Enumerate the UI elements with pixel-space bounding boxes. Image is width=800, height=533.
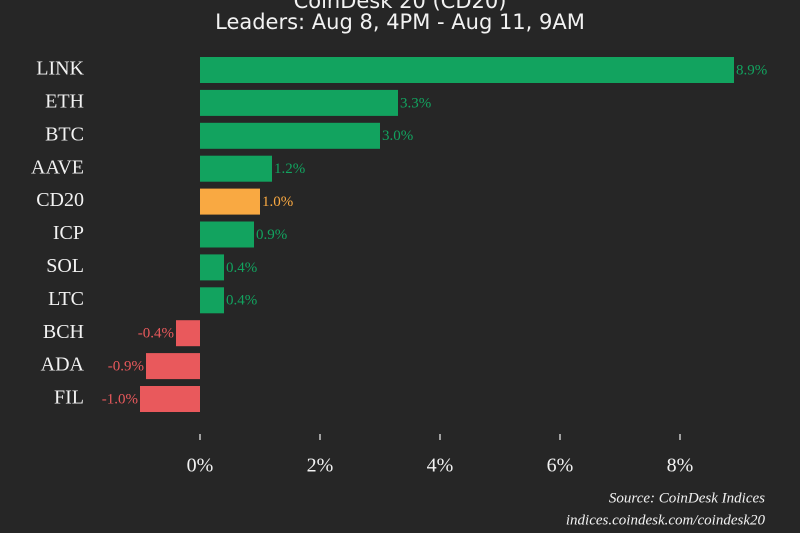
y-tick-label: ETH xyxy=(45,90,84,112)
y-tick-label: CD20 xyxy=(36,189,84,211)
y-tick-label: ICP xyxy=(53,222,84,244)
bar xyxy=(146,353,200,380)
x-tick-label: 8% xyxy=(667,455,694,477)
value-label: 3.3% xyxy=(400,95,431,111)
value-label: 0.4% xyxy=(226,293,257,309)
value-label: 3.0% xyxy=(382,128,413,144)
y-tick-label: SOL xyxy=(46,255,84,277)
x-tick-label: 6% xyxy=(547,455,574,477)
bar xyxy=(200,155,272,182)
y-tick-label: BCH xyxy=(43,321,84,343)
bar xyxy=(200,57,734,83)
bar xyxy=(200,89,398,116)
x-tick-label: 0% xyxy=(187,455,214,477)
bar xyxy=(200,221,254,248)
bar xyxy=(200,122,380,149)
bar xyxy=(200,188,260,215)
value-label: -1.0% xyxy=(102,391,138,407)
y-tick-label: BTC xyxy=(45,123,84,145)
chart-subtitle: Leaders: Aug 8, 4PM - Aug 11, 9AM xyxy=(215,10,585,34)
value-label: 1.0% xyxy=(262,194,293,210)
source-url: indices.coindesk.com/coindesk20 xyxy=(566,512,766,528)
y-tick-label: ADA xyxy=(41,354,85,376)
value-label: 0.9% xyxy=(256,227,287,243)
bar xyxy=(200,254,224,281)
x-tick-label: 2% xyxy=(307,455,334,477)
value-label: 8.9% xyxy=(736,62,767,78)
y-tick-label: LTC xyxy=(48,288,84,310)
y-tick-label: LINK xyxy=(36,58,84,80)
source: Source: CoinDesk Indices xyxy=(609,490,765,506)
x-tick-label: 4% xyxy=(427,455,454,477)
bar xyxy=(176,320,200,347)
value-label: 1.2% xyxy=(274,161,305,177)
chart-title: CoinDesk 20 (CD20) xyxy=(294,0,507,13)
bar xyxy=(140,386,200,412)
y-tick-label: FIL xyxy=(54,387,84,409)
bar xyxy=(200,287,224,314)
value-label: -0.4% xyxy=(138,326,174,342)
y-tick-label: AAVE xyxy=(31,156,84,178)
value-label: 0.4% xyxy=(226,260,257,276)
value-label: -0.9% xyxy=(108,359,144,375)
